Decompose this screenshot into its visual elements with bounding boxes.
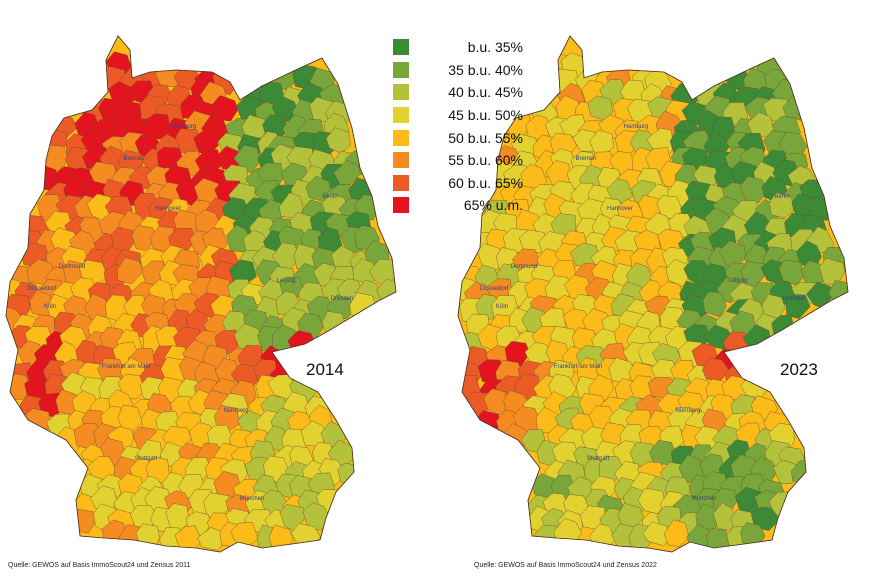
map-2023: Hamburg Bremen Hannover Berlin Dortmund Düsse… xyxy=(452,0,872,581)
city-label: Frankfurt am Main xyxy=(554,364,603,370)
legend-swatch xyxy=(393,107,409,124)
district xyxy=(663,519,690,548)
district xyxy=(212,95,239,122)
district xyxy=(772,459,799,484)
legend-item: 35 b.u. 40% xyxy=(393,59,523,82)
map-2014-svg: Hamburg Bremen Hannover Berlin Dortmund Düsse… xyxy=(5,35,397,553)
legend-label: 35 b.u. 40% xyxy=(448,61,523,78)
legend-label: 45 b.u. 50% xyxy=(448,107,523,124)
city-label: Düsseldorf xyxy=(28,286,57,292)
city-label: Dresden xyxy=(783,296,806,302)
district xyxy=(117,404,143,432)
legend-swatch xyxy=(393,152,409,169)
district xyxy=(769,192,794,219)
city-label: Berlin xyxy=(774,194,789,200)
legend-swatch xyxy=(393,129,409,146)
source-note-2014: Quelle: GEWOS auf Basis ImmoScout24 und … xyxy=(8,562,191,569)
city-label: Stuttgart xyxy=(135,456,158,462)
legend-swatch xyxy=(393,39,409,56)
district-layer xyxy=(458,52,848,552)
map-2023-svg: Hamburg Bremen Hannover Berlin Dortmund Düsse… xyxy=(457,35,849,553)
city-label: Köln xyxy=(44,304,56,310)
city-label: Dortmund xyxy=(59,264,85,270)
legend-item: 40 b.u. 45% xyxy=(393,81,523,104)
legend-item: 60 b.u. 65% xyxy=(393,172,523,195)
legend-swatch xyxy=(393,61,409,78)
city-label: München xyxy=(692,496,717,502)
legend-swatch xyxy=(393,174,409,191)
city-label: Bremen xyxy=(123,156,144,162)
city-label: Nürnberg xyxy=(223,408,248,414)
legend-label: 60 b.u. 65% xyxy=(448,174,523,191)
legend-label: 40 b.u. 45% xyxy=(448,84,523,101)
district xyxy=(333,160,361,186)
city-label: Hannover xyxy=(607,206,633,212)
district xyxy=(483,388,509,416)
district xyxy=(117,257,144,285)
city-label: Dortmund xyxy=(511,264,537,270)
district xyxy=(739,175,769,204)
city-label: Hannover xyxy=(155,206,181,212)
district xyxy=(705,528,731,552)
city-label: Köln xyxy=(496,304,508,310)
city-label: München xyxy=(240,496,265,502)
legend-swatch xyxy=(393,84,409,101)
city-label: Leipzig xyxy=(728,278,747,284)
district xyxy=(751,506,781,531)
district xyxy=(131,225,158,251)
city-label: Nürnberg xyxy=(675,408,700,414)
city-label: Berlin xyxy=(322,194,337,200)
city-label: Frankfurt am Main xyxy=(102,364,151,370)
district xyxy=(785,294,811,319)
legend-item: 45 b.u. 50% xyxy=(393,104,523,127)
legend-swatch xyxy=(393,197,409,214)
legend-label: 55 b.u. 60% xyxy=(448,152,523,169)
district xyxy=(321,310,347,337)
legend-item: b.u. 35% xyxy=(393,36,523,59)
city-label: Düsseldorf xyxy=(480,286,509,292)
legend: b.u. 35% 35 b.u. 40% 40 b.u. 45% 45 b.u.… xyxy=(393,36,523,217)
city-label: Bremen xyxy=(575,156,596,162)
district xyxy=(143,113,171,140)
legend-label: b.u. 35% xyxy=(467,39,523,56)
city-label: Hamburg xyxy=(624,124,649,130)
map-2014: Hamburg Bremen Hannover Berlin Dortmund Düsse… xyxy=(0,0,420,581)
city-label: Hamburg xyxy=(172,124,197,130)
city-label: Leipzig xyxy=(276,278,295,284)
legend-item: 50 b.u. 55% xyxy=(393,126,523,149)
country-border xyxy=(457,35,849,553)
year-label-2023: 2023 xyxy=(780,360,818,379)
country-border xyxy=(5,35,397,553)
district xyxy=(213,471,241,497)
district xyxy=(642,521,671,546)
year-label-2014: 2014 xyxy=(306,360,344,379)
city-label: Dresden xyxy=(331,296,354,302)
legend-label: 65% u.m. xyxy=(463,197,523,214)
legend-item: 65% u.m. xyxy=(393,194,523,217)
district xyxy=(302,502,331,531)
city-label: Stuttgart xyxy=(587,456,610,462)
legend-label: 50 b.u. 55% xyxy=(448,129,523,146)
source-note-2023: Quelle: GEWOS auf Basis ImmoScout24 und … xyxy=(474,562,657,569)
legend-item: 55 b.u. 60% xyxy=(393,149,523,172)
